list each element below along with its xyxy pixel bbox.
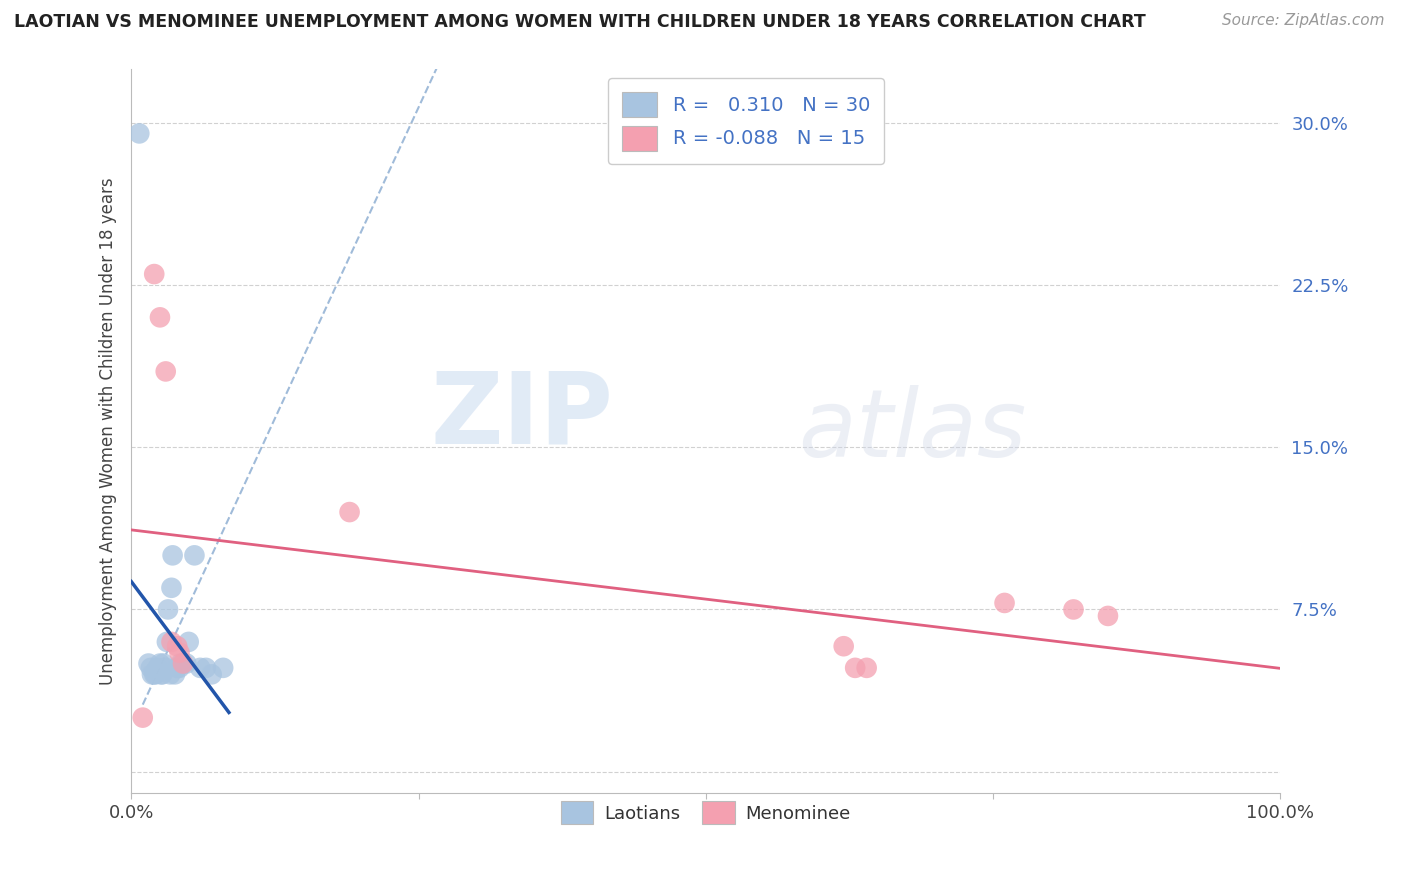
- Point: [150, 667, 173, 681]
- Text: ZIP: ZIP: [432, 368, 614, 465]
- Point: [339, 505, 361, 519]
- Point: [169, 657, 191, 671]
- Point: [139, 661, 162, 675]
- Point: [212, 661, 235, 675]
- Point: [176, 657, 198, 671]
- Text: LAOTIAN VS MENOMINEE UNEMPLOYMENT AMONG WOMEN WITH CHILDREN UNDER 18 YEARS CORRE: LAOTIAN VS MENOMINEE UNEMPLOYMENT AMONG …: [14, 13, 1146, 31]
- Point: [160, 581, 183, 595]
- Point: [155, 661, 177, 675]
- Point: [188, 661, 211, 675]
- Point: [844, 661, 866, 675]
- Text: Source: ZipAtlas.com: Source: ZipAtlas.com: [1222, 13, 1385, 29]
- Point: [138, 657, 160, 671]
- Point: [128, 127, 150, 141]
- Point: [143, 267, 166, 281]
- Point: [1097, 609, 1119, 624]
- Point: [183, 549, 205, 563]
- Point: [172, 657, 194, 671]
- Point: [160, 635, 183, 649]
- Point: [855, 661, 877, 675]
- Point: [832, 639, 855, 653]
- Point: [152, 657, 174, 671]
- Point: [157, 602, 180, 616]
- Point: [162, 549, 184, 563]
- Point: [169, 646, 191, 660]
- Point: [149, 310, 172, 325]
- Point: [149, 657, 172, 671]
- Point: [132, 711, 155, 725]
- Point: [172, 657, 194, 671]
- Point: [143, 667, 166, 681]
- Y-axis label: Unemployment Among Women with Children Under 18 years: Unemployment Among Women with Children U…: [100, 178, 117, 685]
- Point: [166, 661, 188, 675]
- Point: [159, 667, 181, 681]
- Point: [177, 635, 200, 649]
- Point: [1063, 602, 1085, 616]
- Point: [155, 364, 177, 378]
- Point: [169, 661, 191, 675]
- Point: [145, 663, 167, 677]
- Point: [141, 667, 163, 681]
- Legend: Laotians, Menominee: Laotians, Menominee: [550, 790, 862, 835]
- Point: [145, 667, 167, 681]
- Point: [201, 667, 224, 681]
- Point: [194, 661, 217, 675]
- Point: [993, 596, 1015, 610]
- Point: [163, 667, 186, 681]
- Point: [166, 639, 188, 653]
- Point: [156, 635, 179, 649]
- Point: [146, 661, 169, 675]
- Point: [150, 667, 173, 681]
- Text: atlas: atlas: [797, 385, 1026, 476]
